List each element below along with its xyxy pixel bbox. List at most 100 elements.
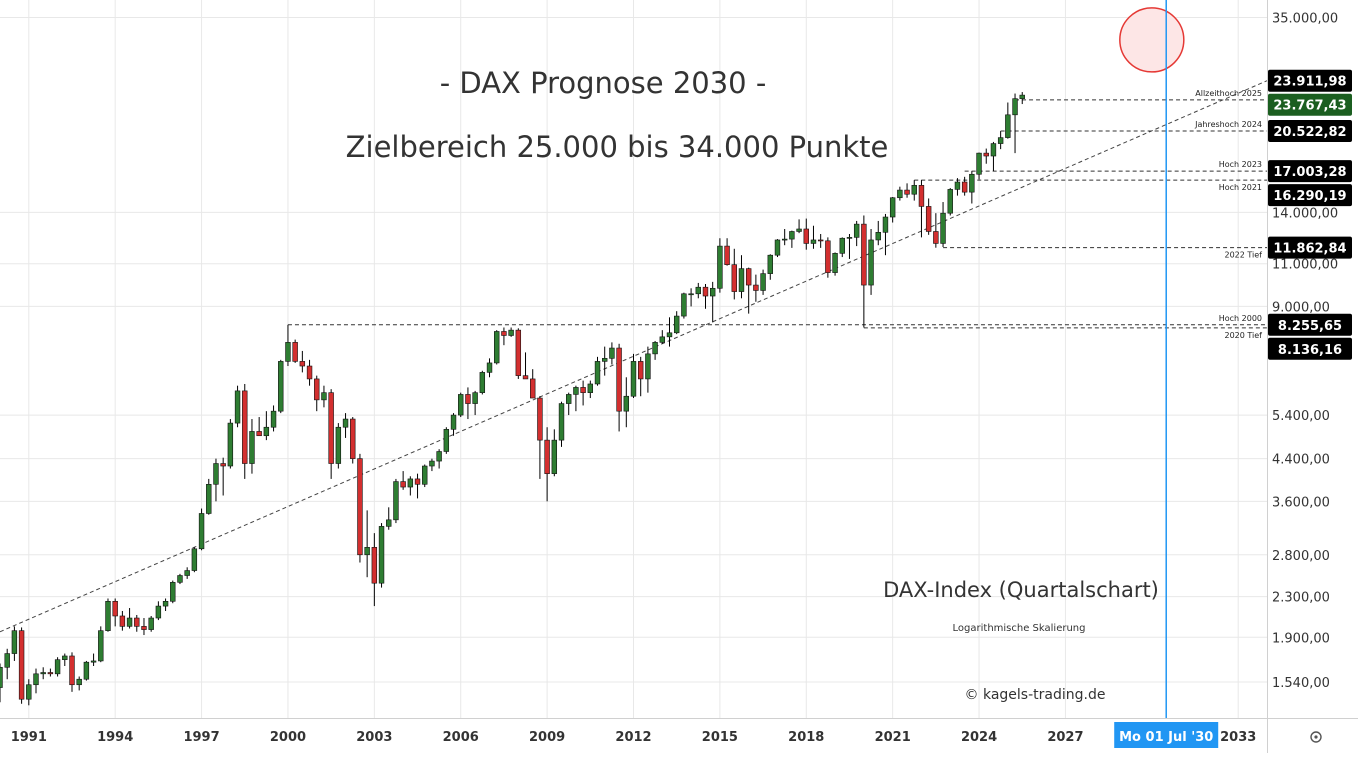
- y-tick-label: 9.000,00: [1272, 300, 1330, 315]
- candle-body: [925, 206, 932, 232]
- level-price-tag: [1268, 337, 1352, 360]
- candle-body: [537, 397, 543, 441]
- x-tick-label: 1991: [11, 730, 47, 745]
- level-price-tag-text: 23.767,43: [1273, 99, 1346, 114]
- x-axis: 1991 1994 1997 2000 2003 2006 2009 2012 2015 2018…: [0, 718, 1358, 745]
- level-price-tag: [1268, 236, 1352, 259]
- level-price-tag-text: 17.003,28: [1273, 165, 1346, 180]
- trendline-price-tag: [1268, 69, 1352, 92]
- candle-body: [98, 630, 104, 662]
- candle-body: [321, 392, 327, 401]
- candle-body: [486, 362, 493, 373]
- candle-body: [580, 387, 586, 393]
- candle-body: [155, 605, 162, 619]
- chart-caption: DAX-Index (Quartalschart): [883, 578, 1159, 602]
- candle-body: [256, 431, 262, 437]
- y-tick-label: 5.400,00: [1272, 409, 1330, 424]
- candle-body: [522, 375, 529, 380]
- y-tick-label: 4.400,00: [1272, 453, 1330, 468]
- candle-body: [616, 347, 622, 412]
- candle-body: [314, 378, 320, 401]
- level-price-tag-text: 8.136,16: [1278, 343, 1342, 358]
- candle-body: [573, 387, 579, 395]
- candle-body: [198, 513, 205, 550]
- candle-body: [443, 429, 450, 452]
- candle-body: [378, 526, 385, 584]
- candle-body: [566, 394, 572, 404]
- y-tick-label: 35.000,00: [1272, 11, 1338, 26]
- candle-body: [357, 458, 363, 556]
- candle-body: [371, 547, 378, 584]
- candle-body: [609, 347, 615, 359]
- y-tick-label: 3.600,00: [1272, 495, 1330, 510]
- candle-body: [645, 353, 651, 380]
- level-price-tag: [1268, 120, 1352, 143]
- y-tick-label: 14.000,00: [1272, 206, 1338, 221]
- level-label: 2020 Tief: [1224, 331, 1262, 340]
- level-price-tag: [1268, 160, 1352, 183]
- candle-body: [141, 626, 147, 630]
- x-tick-label: 1994: [97, 730, 133, 745]
- candle-body: [695, 286, 701, 295]
- candle-body: [659, 336, 665, 343]
- candle-body: [270, 410, 277, 428]
- x-tick-label: 2012: [615, 730, 651, 745]
- candle-body: [126, 617, 133, 627]
- trendline-layer: [0, 80, 1268, 633]
- level-price-tag-text: 20.522,82: [1273, 125, 1346, 140]
- candle-body: [105, 601, 111, 631]
- candle-body: [681, 293, 687, 317]
- candle-body: [220, 463, 226, 467]
- candle-body: [184, 570, 190, 576]
- candle-body: [839, 237, 845, 254]
- candle-body: [429, 460, 435, 467]
- level-price-tag-text: 8.255,65: [1278, 319, 1342, 334]
- candle-body: [594, 361, 601, 385]
- candles-layer: [0, 92, 1025, 706]
- candle-body: [285, 342, 291, 362]
- candle-body: [961, 181, 968, 193]
- candle-body: [393, 481, 399, 521]
- candle-body: [666, 332, 673, 338]
- candle-body: [767, 254, 773, 274]
- candle-body: [134, 617, 140, 627]
- candle-body: [450, 414, 457, 430]
- levels-layer: Allzeithoch 2025 Jahreshoch 2024 Hoch 2023…: [287, 89, 1267, 340]
- x-tick-label: 2021: [875, 730, 911, 745]
- candle-body: [206, 483, 212, 514]
- level-label: 2022 Tief: [1224, 251, 1262, 260]
- settings-icon[interactable]: [1310, 731, 1322, 743]
- candle-body: [342, 418, 349, 428]
- level-label: Hoch 2023: [1219, 160, 1262, 169]
- candle-body: [422, 465, 428, 485]
- candle-body: [954, 181, 961, 190]
- candle-body: [479, 372, 486, 393]
- trendline: [0, 80, 1268, 633]
- target-circle: [1119, 7, 1185, 73]
- candle-body: [810, 239, 817, 244]
- candle-body: [889, 197, 896, 218]
- candle-body: [702, 286, 709, 297]
- candle-body: [1019, 94, 1025, 99]
- x-tick-label: 2009: [529, 730, 565, 745]
- candle-body: [465, 394, 471, 404]
- candle-body: [825, 240, 831, 273]
- candle-body: [54, 659, 61, 675]
- candle-body: [472, 392, 478, 404]
- candle-body: [119, 615, 126, 627]
- level-price-tag: [1268, 93, 1352, 116]
- level-label: Hoch 2000: [1219, 314, 1262, 323]
- candle-body: [508, 329, 514, 336]
- candle-body: [170, 582, 176, 602]
- cursor-date-label: Mo 01 Jul '30: [1119, 730, 1213, 745]
- candle-body: [774, 239, 781, 256]
- candle-body: [191, 548, 198, 571]
- candle-body: [940, 212, 946, 244]
- candle-body: [602, 358, 608, 362]
- candle-body: [414, 478, 421, 485]
- x-tick-label: 2027: [1047, 730, 1083, 745]
- candle-body: [623, 395, 630, 412]
- trendline-price-tag-text: 23.911,98: [1273, 75, 1346, 90]
